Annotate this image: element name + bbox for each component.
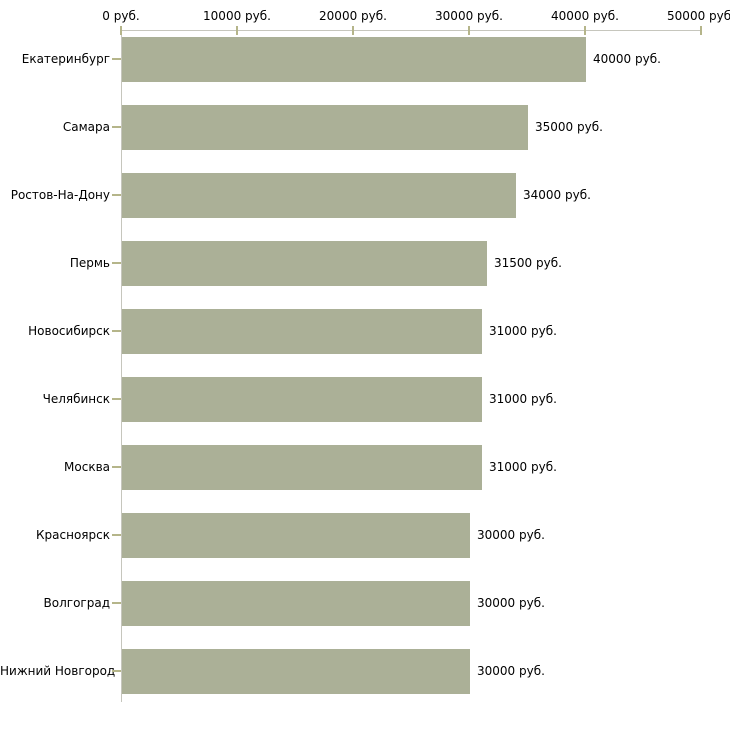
value-label: 31000 руб. [489, 324, 557, 338]
y-axis-tick-mark [112, 194, 121, 196]
y-axis-tick-mark [112, 398, 121, 400]
bar [122, 105, 528, 150]
category-label: Ростов-На-Дону [10, 188, 110, 202]
y-axis-tick-mark [112, 670, 121, 672]
category-label: Нижний Новгород [0, 664, 116, 678]
value-label: 30000 руб. [477, 664, 545, 678]
x-axis-tick-mark [352, 26, 354, 35]
category-label: Екатеринбург [21, 52, 110, 66]
value-label: 34000 руб. [523, 188, 591, 202]
x-axis-tick-label: 20000 руб. [319, 9, 387, 23]
y-axis-tick-mark [112, 58, 121, 60]
value-label: 31000 руб. [489, 392, 557, 406]
value-label: 40000 руб. [593, 52, 661, 66]
x-axis-tick-mark [700, 26, 702, 35]
x-axis-tick-mark [120, 26, 122, 35]
category-label: Новосибирск [28, 324, 110, 338]
y-axis-tick-mark [112, 126, 121, 128]
value-label: 30000 руб. [477, 528, 545, 542]
category-label: Волгоград [43, 596, 110, 610]
value-label: 30000 руб. [477, 596, 545, 610]
bar [122, 37, 586, 82]
bar [122, 581, 470, 626]
category-label: Самара [62, 120, 110, 134]
y-axis-tick-mark [112, 534, 121, 536]
x-axis-tick-mark [468, 26, 470, 35]
y-axis-tick-mark [112, 466, 121, 468]
x-axis-line [121, 30, 702, 31]
y-axis-tick-mark [112, 262, 121, 264]
x-axis-tick-mark [584, 26, 586, 35]
x-axis-tick-label: 10000 руб. [203, 9, 271, 23]
value-label: 31500 руб. [494, 256, 562, 270]
value-label: 31000 руб. [489, 460, 557, 474]
bar [122, 309, 482, 354]
bar [122, 445, 482, 490]
category-label: Челябинск [42, 392, 110, 406]
category-label: Москва [64, 460, 110, 474]
y-axis-tick-mark [112, 602, 121, 604]
bar [122, 513, 470, 558]
y-axis-tick-mark [112, 330, 121, 332]
bar [122, 241, 487, 286]
bar [122, 173, 516, 218]
x-axis-tick-label: 30000 руб. [435, 9, 503, 23]
value-label: 35000 руб. [535, 120, 603, 134]
x-axis-tick-mark [236, 26, 238, 35]
bar [122, 649, 470, 694]
category-label: Пермь [69, 256, 110, 270]
x-axis-tick-label: 0 руб. [102, 9, 140, 23]
bar [122, 377, 482, 422]
category-label: Красноярск [36, 528, 110, 542]
y-axis-line [121, 30, 122, 702]
x-axis-tick-label: 40000 руб. [551, 9, 619, 23]
x-axis-tick-label: 50000 руб. [667, 9, 730, 23]
